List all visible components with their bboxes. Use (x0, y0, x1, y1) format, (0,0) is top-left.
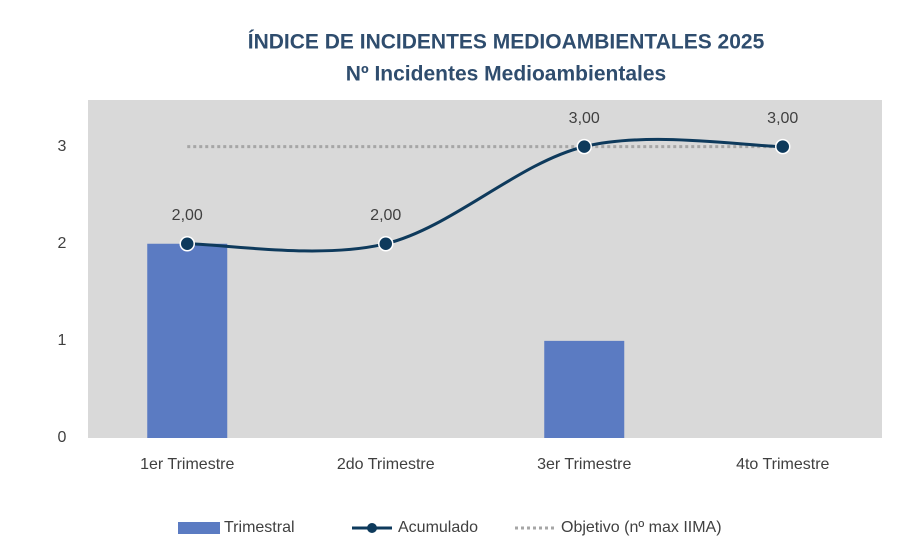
marker (775, 138, 791, 155)
line (187, 137, 783, 253)
bar (544, 340, 625, 438)
x-tick-label: 2do Trimestre (337, 456, 435, 473)
marker (576, 138, 592, 155)
data-label: 2,00 (370, 207, 401, 224)
x-tick-label: 1er Trimestre (140, 456, 234, 473)
marker (179, 235, 195, 252)
legend-swatch (178, 522, 220, 534)
bar (147, 243, 228, 438)
y-tick-label: 2 (58, 235, 67, 252)
data-label: 3,00 (569, 110, 600, 127)
data-label: 3,00 (767, 110, 798, 127)
y-tick-label: 0 (58, 429, 67, 446)
y-tick-label: 1 (58, 332, 67, 349)
legend-label: Trimestral (224, 519, 295, 536)
legend-label: Acumulado (398, 519, 478, 536)
chart-title: ÍNDICE DE INCIDENTES MEDIOAMBIENTALES 20… (248, 31, 765, 54)
x-tick-label: 4to Trimestre (736, 456, 829, 473)
legend-marker (367, 523, 377, 533)
data-label: 2,00 (172, 207, 203, 224)
y-tick-label: 3 (58, 138, 67, 155)
x-tick-label: 3er Trimestre (537, 456, 631, 473)
legend-label: Objetivo (nº max IIMA) (561, 519, 722, 536)
marker (378, 235, 394, 252)
chart-subtitle: Nº Incidentes Medioambientales (346, 63, 666, 86)
